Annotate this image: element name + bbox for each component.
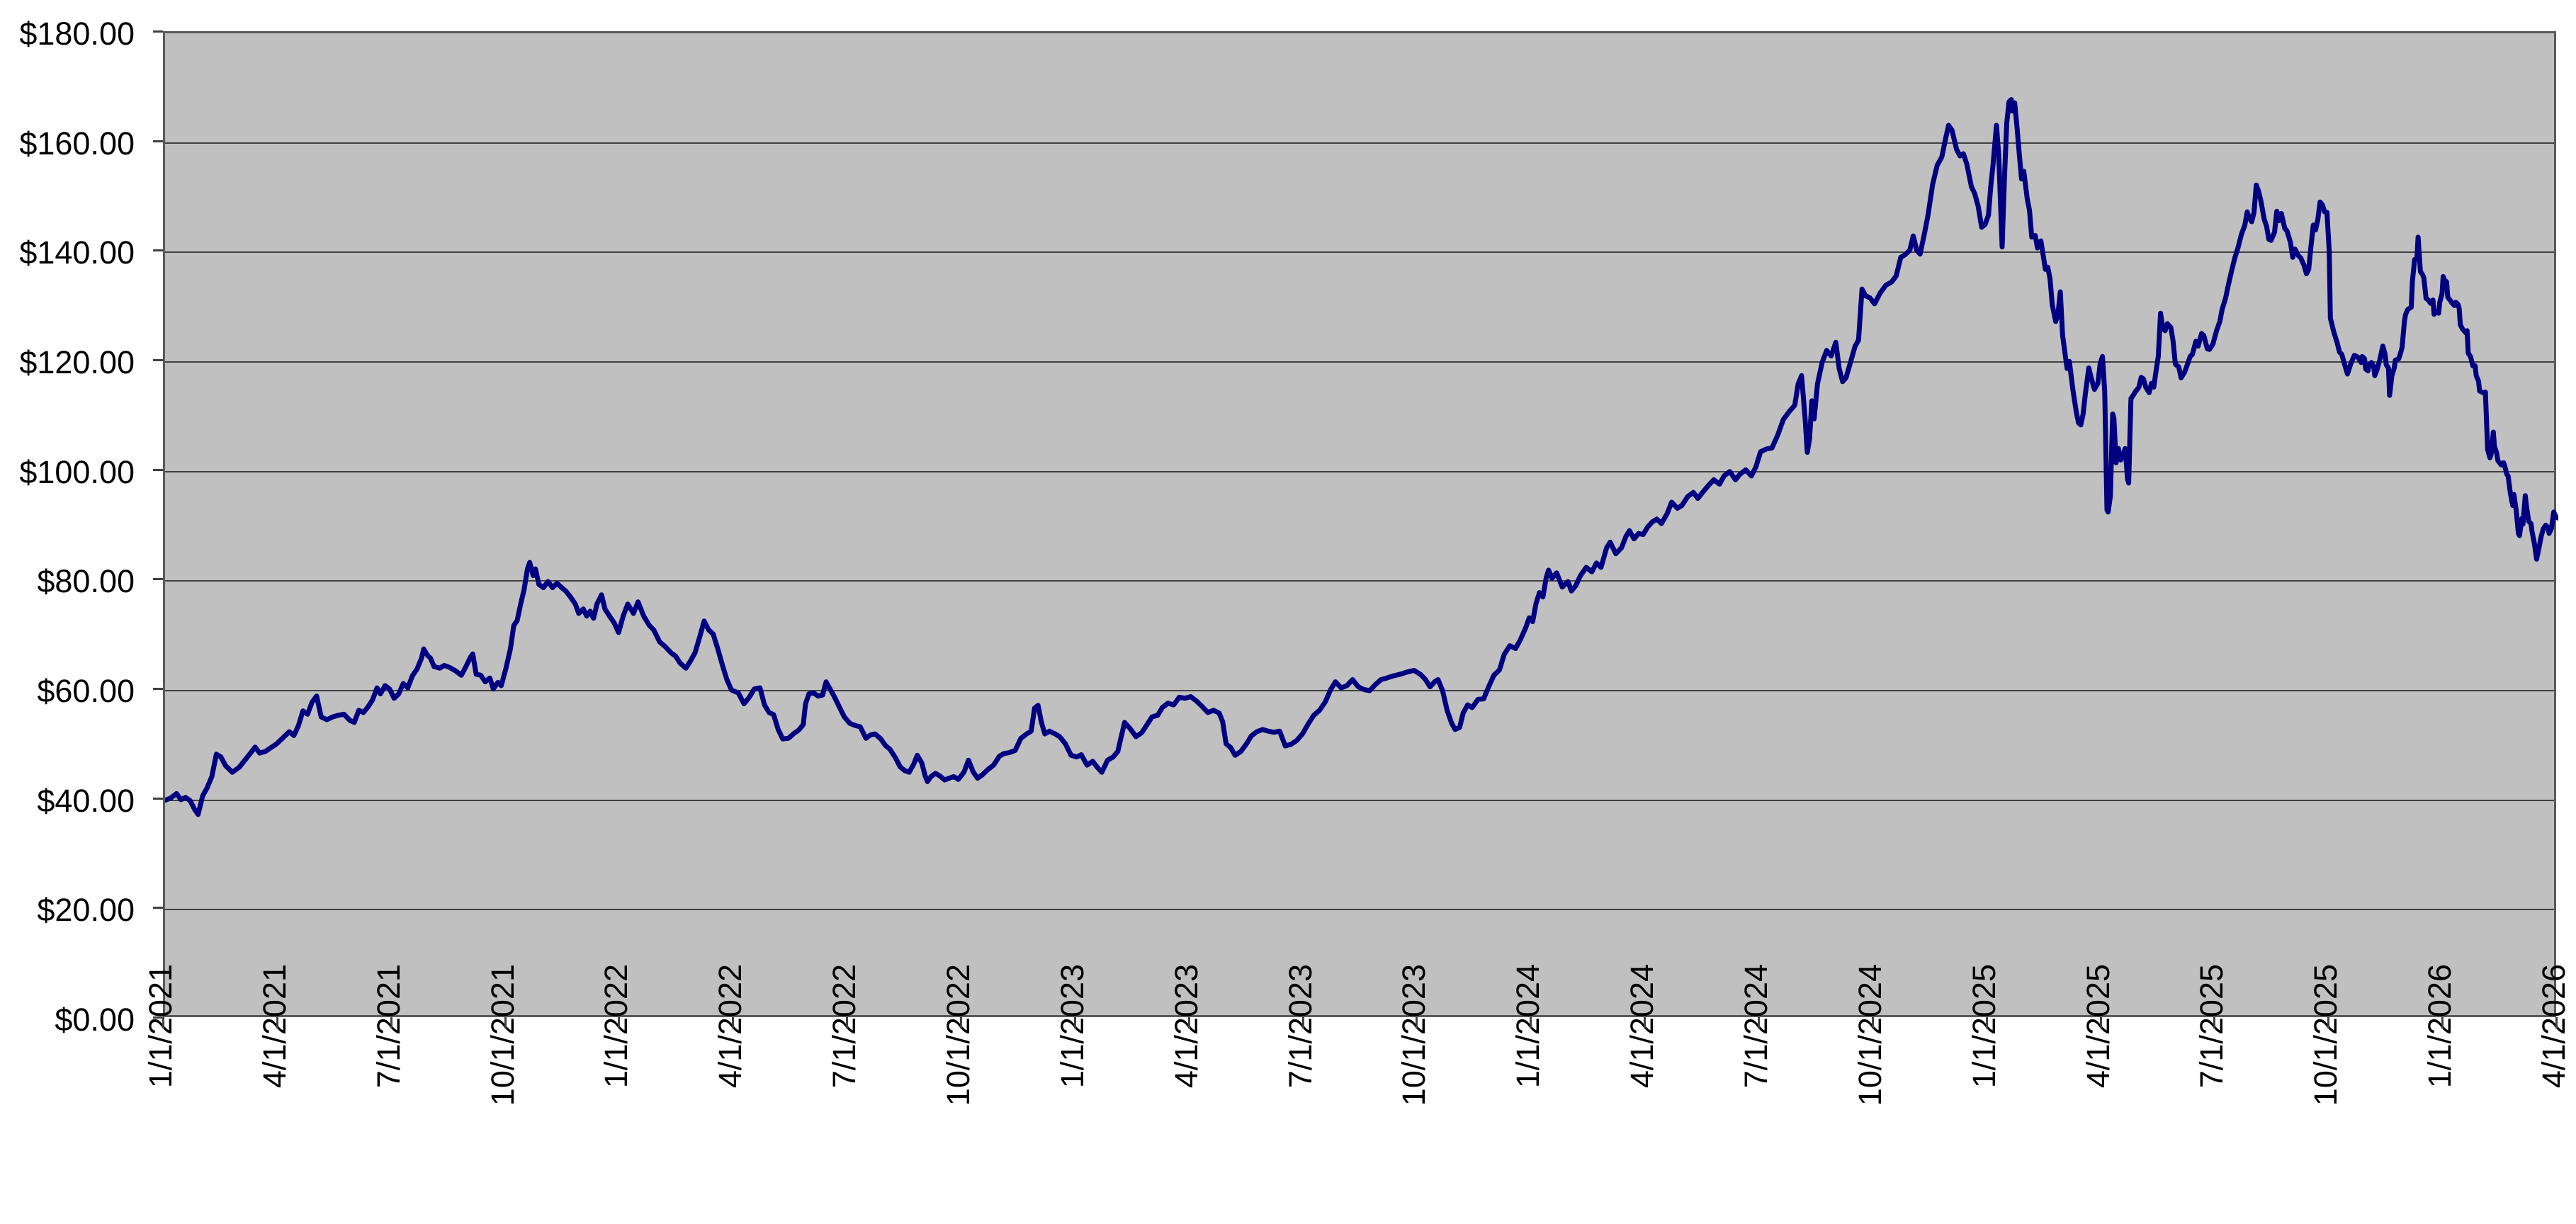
x-axis-tick-label: 4/1/2021 [256,964,293,1089]
x-axis-tick [1302,1017,1304,1028]
x-axis-tick [2213,1017,2215,1028]
y-gridline [165,690,2554,691]
y-axis-tick-label: $80.00 [37,563,135,599]
x-axis-tick [2327,1017,2329,1028]
y-axis-tick [153,359,163,361]
y-gridline [165,909,2554,910]
y-axis-tick-label: $100.00 [19,454,135,490]
y-axis-tick-label: $40.00 [37,783,135,819]
x-axis-tick-label: 1/1/2024 [1510,964,1546,1089]
y-axis-tick [153,578,163,580]
y-axis-tick [153,140,163,142]
y-axis-tick [153,798,163,800]
x-axis-tick-label: 10/1/2023 [1396,964,1432,1106]
x-axis-tick-label: 4/1/2025 [2080,964,2116,1089]
y-axis-tick [153,1016,163,1019]
x-axis-tick-label: 7/1/2022 [826,964,862,1089]
x-axis-tick [1530,1017,1532,1028]
price-line [165,97,2558,817]
y-axis-tick-label: $180.00 [19,16,135,52]
y-axis-tick [153,30,163,33]
x-axis-tick-label: 4/1/2022 [712,964,748,1089]
x-axis-tick [846,1017,848,1028]
x-axis-tick-label: 1/1/2021 [142,964,179,1089]
y-axis-tick-label: $120.00 [19,344,135,380]
x-axis-tick [618,1017,620,1028]
y-axis-tick-label: $160.00 [19,125,135,162]
x-axis-tick [2441,1017,2444,1028]
x-axis-tick-label: 10/1/2022 [940,964,976,1106]
x-axis-tick-label: 10/1/2021 [485,964,521,1106]
y-axis-tick-label: $0.00 [55,1002,135,1038]
x-axis-tick-label: 10/1/2025 [2307,964,2344,1106]
x-axis-tick [1188,1017,1190,1028]
x-axis-tick-label: 4/1/2023 [1168,964,1204,1089]
x-axis-tick [960,1017,962,1028]
x-axis-tick [732,1017,734,1028]
x-axis-tick [390,1017,392,1028]
x-axis-tick-label: 7/1/2025 [2193,964,2230,1089]
x-axis-tick-label: 1/1/2025 [1966,964,2002,1089]
x-axis-tick [1872,1017,1874,1028]
x-axis-tick-label: 4/1/2026 [2536,964,2572,1089]
x-axis-tick [1758,1017,1760,1028]
y-gridline [165,580,2554,582]
x-axis-tick-label: 4/1/2024 [1624,964,1660,1089]
x-axis-tick-label: 7/1/2023 [1282,964,1318,1089]
x-axis-tick-label: 1/1/2022 [598,964,634,1089]
plot-area [163,31,2558,1017]
y-axis-tick-label: $140.00 [19,234,135,271]
y-gridline [165,800,2554,801]
y-axis-tick-label: $20.00 [37,892,135,928]
x-axis-tick [162,1017,164,1028]
x-axis-tick [1644,1017,1646,1028]
y-axis-tick-label: $60.00 [37,673,135,709]
x-axis-tick [504,1017,507,1028]
x-axis-tick-label: 1/1/2023 [1054,964,1090,1089]
x-axis-tick [1416,1017,1418,1028]
y-gridline [165,251,2554,253]
y-axis-tick [153,469,163,471]
x-axis-tick [276,1017,278,1028]
price-line-series [165,97,2558,817]
x-axis-tick [2555,1017,2558,1028]
x-axis-tick-label: 7/1/2021 [371,964,407,1089]
x-axis-tick [1986,1017,1988,1028]
x-axis-tick-label: 7/1/2024 [1738,964,1774,1089]
x-axis-tick-label: 10/1/2024 [1852,964,1888,1106]
y-axis-tick [153,688,163,690]
y-axis-tick [153,249,163,251]
x-axis-tick-label: 1/1/2026 [2422,964,2458,1089]
y-gridline [165,361,2554,363]
y-gridline [165,142,2554,144]
y-axis-tick [153,907,163,909]
y-gridline [165,471,2554,472]
x-axis-tick [2100,1017,2102,1028]
x-axis-tick [1074,1017,1076,1028]
